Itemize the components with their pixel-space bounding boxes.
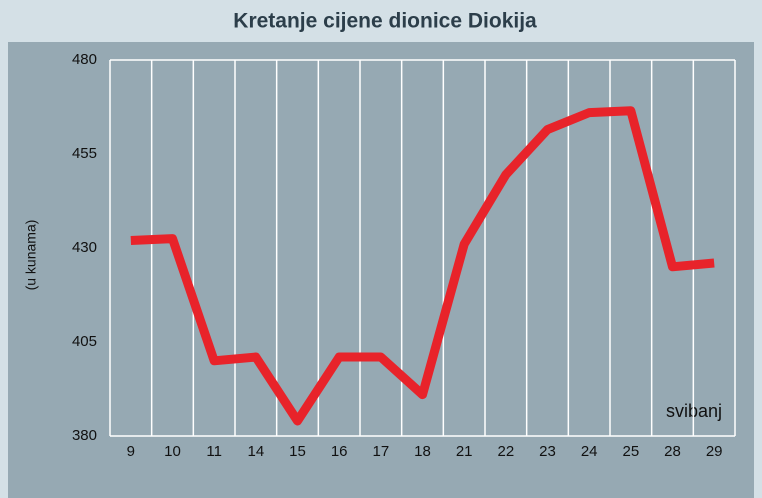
- chart-title: Kretanje cijene dionice Diokija: [233, 10, 537, 33]
- x-tick-label: 14: [247, 443, 264, 460]
- x-tick-label: 24: [581, 443, 598, 460]
- x-tick-label: 29: [706, 443, 723, 460]
- x-tick-label: 16: [331, 443, 348, 460]
- x-tick-label: 18: [414, 443, 431, 460]
- price-line: [130, 106, 715, 426]
- x-tick-label: 23: [539, 443, 556, 460]
- x-tick-label: 11: [206, 443, 222, 460]
- x-tick-label: 28: [664, 443, 681, 460]
- x-tick-label: 17: [372, 443, 389, 460]
- x-tick-label: 22: [497, 443, 514, 460]
- y-tick-label: 430: [72, 239, 97, 256]
- y-tick-label: 380: [72, 427, 97, 444]
- x-tick-label: 15: [289, 443, 306, 460]
- y-tick-label: 455: [72, 145, 97, 162]
- y-axis-label: (u kunama): [23, 220, 39, 291]
- x-tick-label: 10: [164, 443, 181, 460]
- x-tick-label: 21: [456, 443, 473, 460]
- y-tick-label: 480: [72, 51, 97, 68]
- plot-background: [8, 42, 754, 498]
- x-tick-label: 25: [622, 443, 639, 460]
- x-tick-label: 9: [127, 443, 135, 460]
- y-tick-label: 405: [72, 333, 97, 350]
